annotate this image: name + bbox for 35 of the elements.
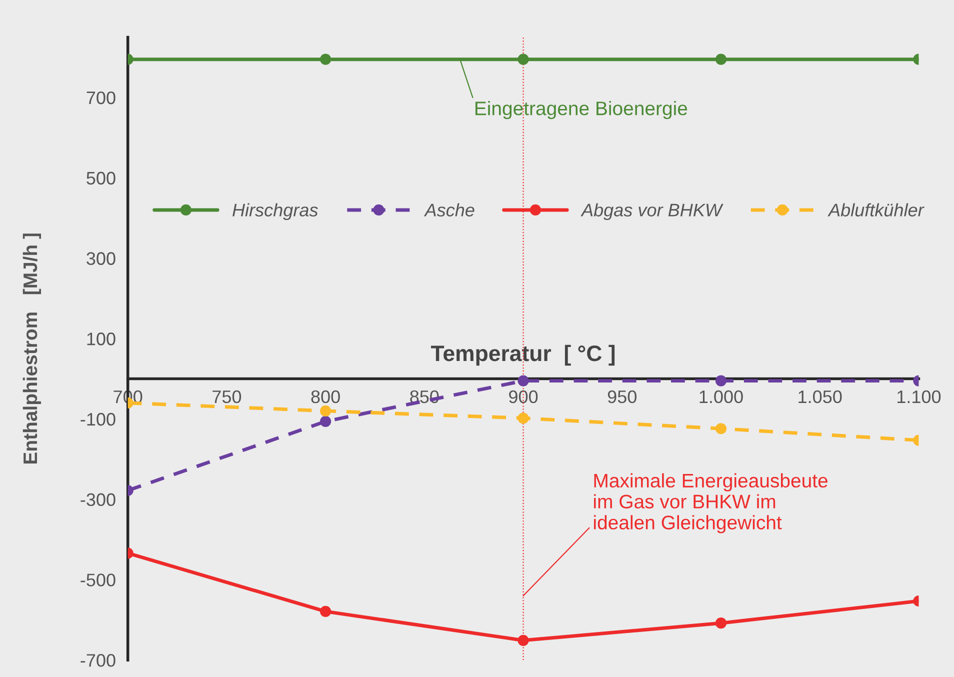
x-axis-title: Temperatur [ °C ] <box>431 344 615 366</box>
point <box>715 618 727 629</box>
legend-label: Hirschgras <box>232 203 318 220</box>
y-axis-title: Enthalphiestrom [MJ/h ] <box>22 234 42 464</box>
y-tick-label: 300 <box>86 252 116 265</box>
y-tick-label: -100 <box>80 412 116 426</box>
x-tick-label: 1.050 <box>798 390 842 404</box>
x-tick-label: 1.100 <box>897 390 941 404</box>
y-tick-label: 100 <box>87 332 116 346</box>
legend-label: Abluftkühler <box>828 203 924 216</box>
x-tick-label: 1.000 <box>700 390 743 404</box>
y-tick-label: -300 <box>80 493 116 506</box>
point <box>320 606 332 618</box>
point <box>715 423 727 434</box>
point <box>518 54 529 65</box>
annotation: Eingetragene Bioenergie <box>475 101 688 120</box>
point <box>518 375 529 386</box>
annotation: Maximale Energieausbeute im Gas vor BHKW im idealen Gleichgewicht <box>594 473 828 534</box>
legend-label: Abgas vor BHKW <box>580 203 724 220</box>
y-tick-label: -500 <box>80 574 116 586</box>
x-tick-label: 750 <box>212 390 242 404</box>
legend-label: Asche <box>424 203 474 216</box>
x-tick-label: 950 <box>608 390 636 404</box>
point <box>320 416 332 427</box>
y-tick-label: -700 <box>80 654 116 667</box>
x-tick-label: 800 <box>311 390 340 404</box>
point <box>518 412 529 424</box>
point <box>320 54 332 65</box>
point <box>518 634 529 646</box>
point <box>715 375 727 386</box>
point <box>715 54 727 65</box>
y-tick-label: 500 <box>86 172 116 185</box>
y-tick-label: 700 <box>86 91 116 104</box>
point <box>320 405 332 416</box>
x-tick-label: 900 <box>509 390 538 404</box>
